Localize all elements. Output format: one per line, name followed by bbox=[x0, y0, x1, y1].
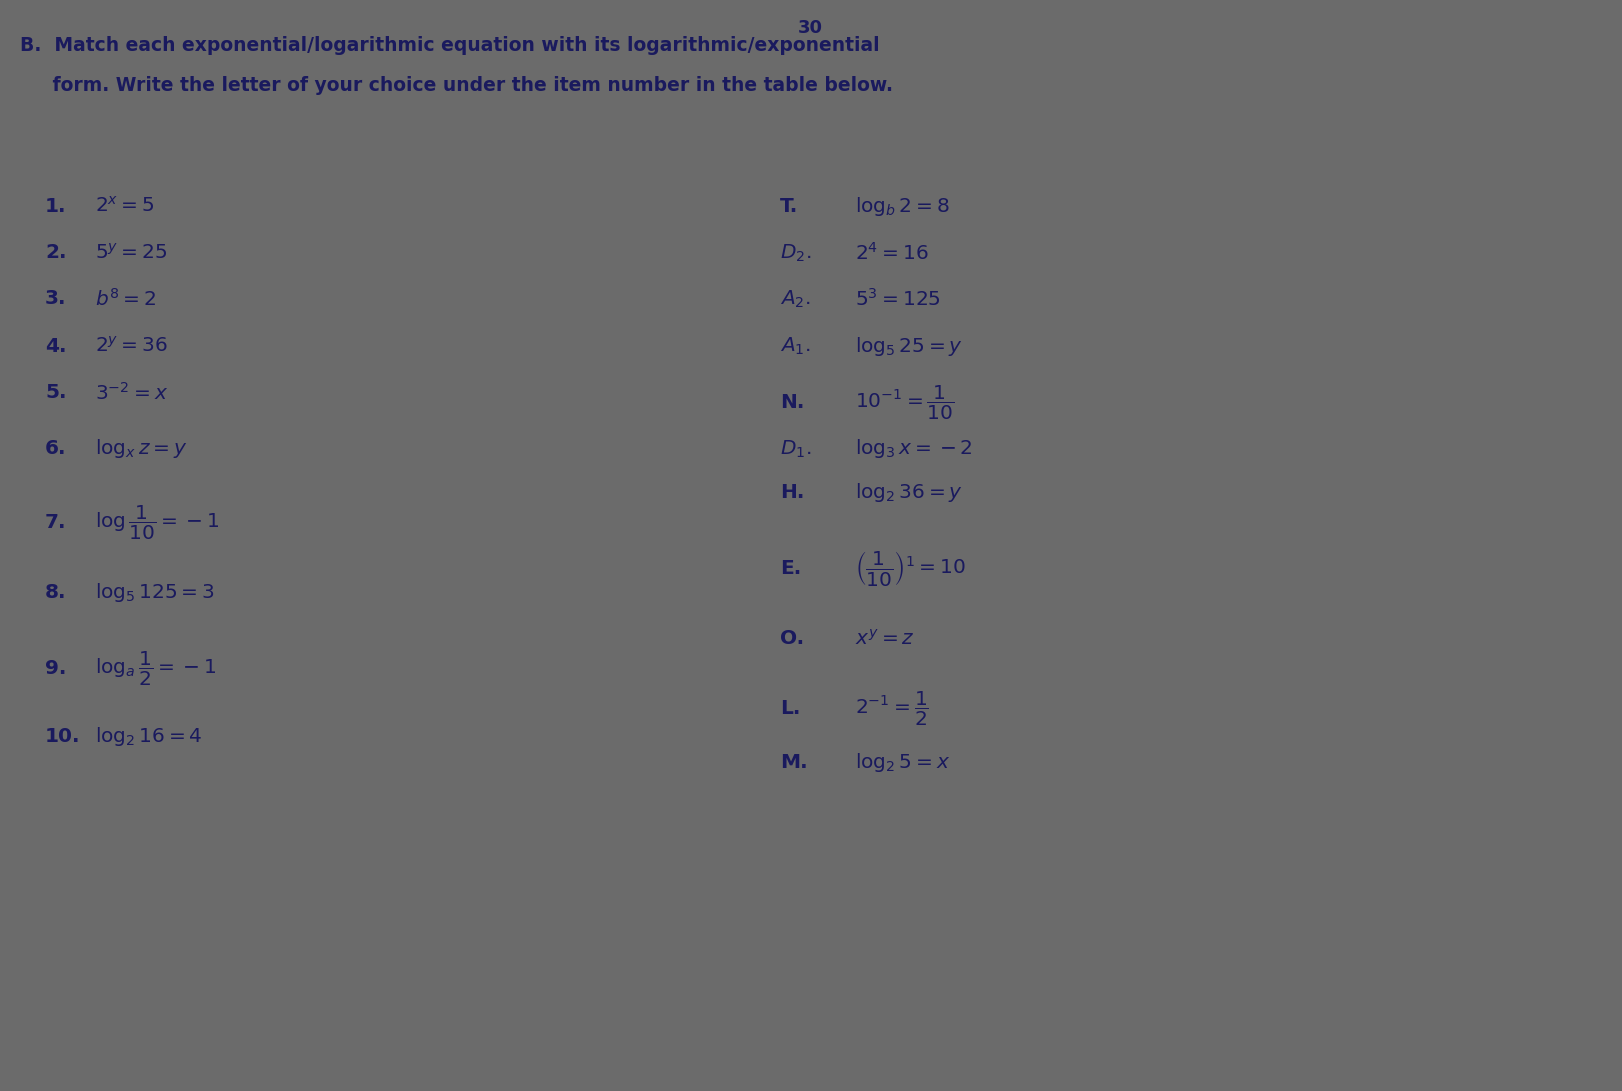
Text: $2^4=16$: $2^4=16$ bbox=[855, 242, 928, 264]
Text: $x^y=z$: $x^y=z$ bbox=[855, 630, 915, 649]
Text: $A_1.$: $A_1.$ bbox=[780, 335, 811, 357]
Text: L.: L. bbox=[780, 699, 800, 719]
Text: $\log_2 5=x$: $\log_2 5=x$ bbox=[855, 752, 950, 775]
Text: 10.: 10. bbox=[45, 727, 81, 745]
Text: $A_2.$: $A_2.$ bbox=[780, 288, 811, 310]
Text: H.: H. bbox=[780, 483, 805, 503]
Text: T.: T. bbox=[780, 196, 798, 216]
Text: $2^y=36$: $2^y=36$ bbox=[96, 336, 169, 356]
Text: 3.: 3. bbox=[45, 289, 67, 309]
Text: $D_2.$: $D_2.$ bbox=[780, 242, 811, 264]
Text: 2.: 2. bbox=[45, 243, 67, 263]
Text: $5^3=125$: $5^3=125$ bbox=[855, 288, 941, 310]
Text: E.: E. bbox=[780, 560, 801, 578]
Text: $\log_5 125=3$: $\log_5 125=3$ bbox=[96, 582, 216, 604]
Text: $\log_x z=y$: $\log_x z=y$ bbox=[96, 437, 188, 460]
Text: $\log_b 2=8$: $\log_b 2=8$ bbox=[855, 194, 949, 217]
Text: $\log_a\dfrac{1}{2}=-1$: $\log_a\dfrac{1}{2}=-1$ bbox=[96, 650, 216, 688]
Text: 30: 30 bbox=[798, 19, 822, 37]
Text: O.: O. bbox=[780, 630, 805, 648]
Text: $2^x=5$: $2^x=5$ bbox=[96, 196, 154, 216]
Text: $3^{-2}=x$: $3^{-2}=x$ bbox=[96, 382, 169, 404]
Text: 8.: 8. bbox=[45, 584, 67, 602]
Text: $2^{-1}=\dfrac{1}{2}$: $2^{-1}=\dfrac{1}{2}$ bbox=[855, 690, 929, 728]
Text: $\log_2 36=y$: $\log_2 36=y$ bbox=[855, 481, 963, 504]
Text: $\log\dfrac{1}{10}=-1$: $\log\dfrac{1}{10}=-1$ bbox=[96, 504, 219, 542]
Text: 4.: 4. bbox=[45, 336, 67, 356]
Text: $b^8=2$: $b^8=2$ bbox=[96, 288, 156, 310]
Text: 9.: 9. bbox=[45, 659, 67, 679]
Text: 1.: 1. bbox=[45, 196, 67, 216]
Text: $\left(\dfrac{1}{10}\right)^{1}=10$: $\left(\dfrac{1}{10}\right)^{1}=10$ bbox=[855, 550, 965, 588]
Text: form. Write the letter of your choice under the item number in the table below.: form. Write the letter of your choice un… bbox=[19, 76, 894, 95]
Text: $10^{-1}=\dfrac{1}{10}$: $10^{-1}=\dfrac{1}{10}$ bbox=[855, 384, 954, 422]
Text: $\log_5 25=y$: $\log_5 25=y$ bbox=[855, 335, 963, 358]
Text: $D_1.$: $D_1.$ bbox=[780, 439, 811, 459]
Text: $\log_2 16=4$: $\log_2 16=4$ bbox=[96, 724, 203, 747]
Text: $\log_3 x=-2$: $\log_3 x=-2$ bbox=[855, 437, 973, 460]
Text: B.  Match each exponential/logarithmic equation with its logarithmic/exponential: B. Match each exponential/logarithmic eq… bbox=[19, 36, 879, 55]
Text: 6.: 6. bbox=[45, 440, 67, 458]
Text: N.: N. bbox=[780, 394, 805, 412]
Text: 7.: 7. bbox=[45, 514, 67, 532]
Text: 5.: 5. bbox=[45, 384, 67, 403]
Text: $5^y=25$: $5^y=25$ bbox=[96, 243, 167, 263]
Text: M.: M. bbox=[780, 754, 808, 772]
